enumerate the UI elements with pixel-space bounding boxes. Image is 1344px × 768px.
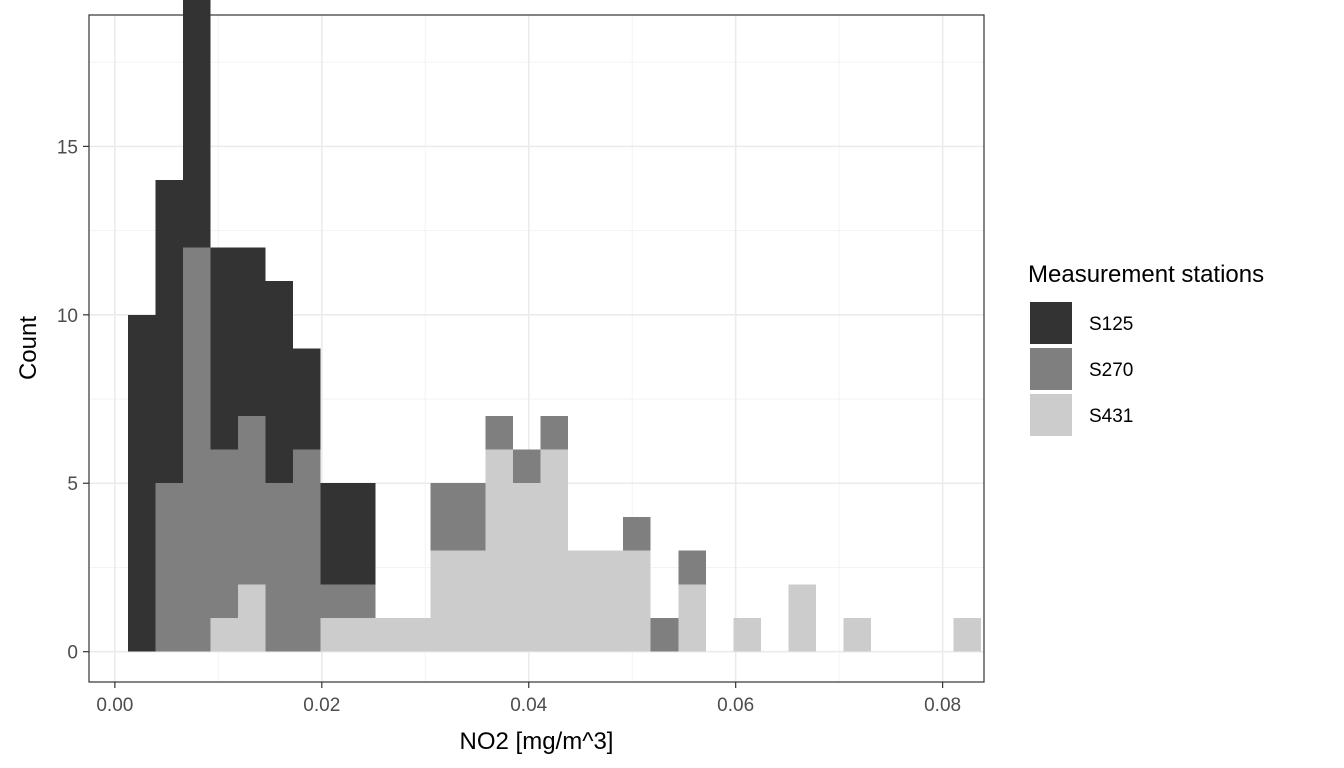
x-tick-label: 0.06 bbox=[717, 695, 754, 716]
bar-s270 bbox=[623, 516, 651, 551]
bar-s431 bbox=[733, 617, 761, 652]
bar-s125 bbox=[210, 247, 238, 450]
bar-s270 bbox=[458, 483, 486, 551]
legend: Measurement stations S125 S270 S431 bbox=[1028, 261, 1264, 436]
bar-s270 bbox=[155, 483, 183, 652]
legend-items: S125 S270 S431 bbox=[1030, 302, 1133, 436]
legend-label-s270: S270 bbox=[1089, 360, 1133, 381]
bar-s270 bbox=[430, 483, 459, 551]
bar-s431 bbox=[375, 617, 404, 652]
histogram-bars bbox=[127, 0, 981, 652]
legend-key-s125 bbox=[1030, 302, 1072, 344]
bar-s270 bbox=[650, 617, 679, 652]
bar-s270 bbox=[320, 584, 348, 618]
legend-label-s431: S431 bbox=[1089, 406, 1133, 427]
bar-s431 bbox=[678, 584, 706, 652]
legend-key-s431 bbox=[1030, 394, 1072, 436]
x-tick-label: 0.08 bbox=[924, 695, 961, 716]
bar-s270 bbox=[347, 584, 376, 618]
bar-s125 bbox=[237, 247, 266, 416]
bar-s431 bbox=[513, 483, 541, 652]
bar-s431 bbox=[403, 617, 431, 652]
bar-s431 bbox=[237, 584, 266, 652]
bar-s270 bbox=[210, 449, 238, 618]
bar-s125 bbox=[320, 483, 348, 585]
bar-s125 bbox=[127, 314, 156, 652]
x-axis-title: NO2 [mg/m^3] bbox=[460, 728, 614, 755]
bar-s431 bbox=[568, 550, 596, 652]
bar-s125 bbox=[347, 483, 376, 585]
bar-s270 bbox=[292, 449, 321, 652]
bar-s431 bbox=[347, 617, 376, 652]
legend-label-s125: S125 bbox=[1089, 314, 1133, 335]
y-tick-label: 0 bbox=[67, 643, 78, 664]
y-tick-label: 10 bbox=[57, 306, 78, 327]
bar-s431 bbox=[485, 449, 514, 652]
bar-s125 bbox=[182, 0, 211, 248]
x-tick-label: 0.04 bbox=[510, 695, 547, 716]
bar-s125 bbox=[265, 281, 293, 484]
x-tick-label: 0.00 bbox=[96, 695, 133, 716]
bar-s270 bbox=[182, 247, 211, 652]
bar-s431 bbox=[595, 550, 624, 652]
bar-s431 bbox=[623, 550, 651, 652]
bar-s270 bbox=[237, 415, 266, 585]
bar-s270 bbox=[485, 415, 514, 450]
bar-s270 bbox=[540, 415, 569, 450]
bar-s431 bbox=[953, 617, 981, 652]
bar-s270 bbox=[513, 449, 541, 484]
bar-s270 bbox=[678, 550, 706, 585]
legend-key-s270 bbox=[1030, 348, 1072, 390]
y-axis-title: Count bbox=[15, 316, 42, 380]
bar-s125 bbox=[292, 348, 321, 450]
bar-s431 bbox=[788, 584, 816, 652]
bar-s431 bbox=[458, 550, 486, 652]
bar-s431 bbox=[210, 617, 238, 652]
bar-s431 bbox=[430, 550, 459, 652]
bar-s431 bbox=[843, 617, 871, 652]
panel-border bbox=[88, 14, 985, 683]
y-tick-label: 5 bbox=[67, 474, 78, 495]
x-tick-label: 0.02 bbox=[303, 695, 340, 716]
bar-s431 bbox=[540, 449, 569, 652]
legend-title: Measurement stations bbox=[1028, 261, 1264, 288]
y-tick-label: 15 bbox=[57, 137, 78, 158]
axes: 0.00 0.02 0.04 0.06 0.08 0 5 10 15 bbox=[57, 137, 961, 716]
bar-s125 bbox=[155, 180, 183, 484]
bar-s270 bbox=[265, 483, 293, 652]
bar-s431 bbox=[320, 617, 348, 652]
